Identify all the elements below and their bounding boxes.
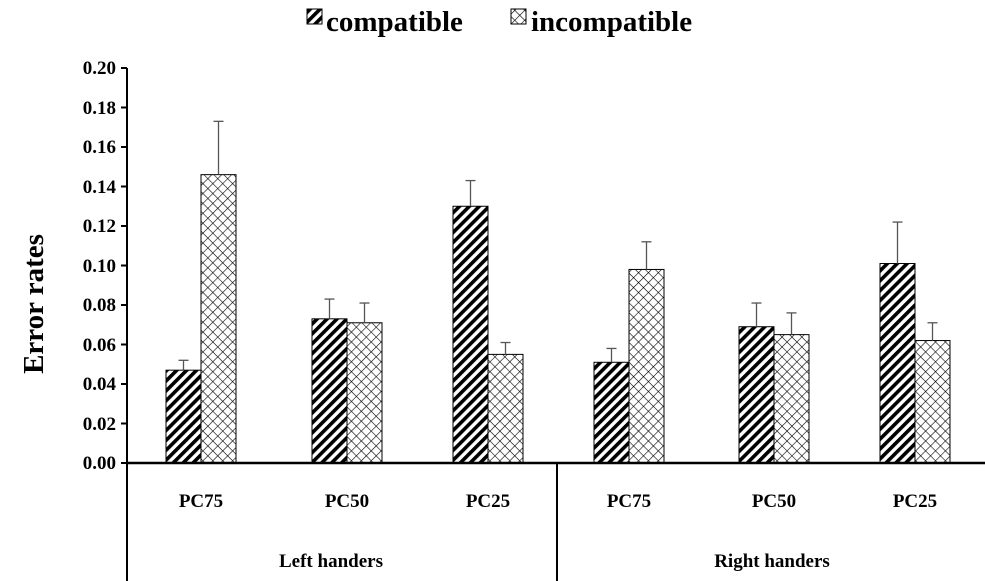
legend-label-incompatible: incompatible	[531, 6, 692, 38]
bar-incompatible-1	[346, 322, 383, 464]
error-bar-incompatible-0	[213, 120, 224, 175]
x-axis-category-labels: PC75 PC50 PC25 PC75 PC50 PC25	[179, 491, 937, 512]
bar-compatible-4	[738, 326, 775, 464]
bar-compatible-0	[165, 369, 202, 464]
error-bars-layer	[178, 120, 938, 371]
error-bar-compatible-0	[178, 359, 189, 371]
bar-incompatible-0	[200, 174, 237, 464]
y-tick-label: 0.14	[83, 177, 117, 198]
y-axis-label: Error rates	[18, 234, 50, 374]
bar-incompatible-4	[773, 334, 810, 464]
bar-incompatible-5	[914, 340, 951, 464]
x-tick-label: PC75	[607, 491, 651, 512]
y-tick-label: 0.12	[83, 216, 116, 237]
bar-compatible-3	[593, 361, 630, 464]
error-bar-incompatible-2	[500, 341, 511, 355]
legend: compatible incompatible	[306, 6, 692, 38]
x-tick-label: PC50	[752, 491, 796, 512]
y-tick-label: 0.20	[83, 58, 116, 79]
bar-compatible-1	[311, 318, 348, 464]
y-tick-label: 0.06	[83, 335, 116, 356]
bar-incompatible-2	[487, 353, 524, 464]
bars-layer	[165, 174, 951, 464]
x-tick-label: PC75	[179, 491, 223, 512]
y-tick-label: 0.10	[83, 256, 116, 277]
y-axis-tick-labels: 0.00 0.02 0.04 0.06 0.08 0.10 0.12 0.14 …	[83, 58, 117, 474]
y-tick-label: 0.18	[83, 98, 116, 119]
bar-incompatible-3	[628, 268, 665, 464]
group-label-left-handers: Left handers	[279, 551, 383, 572]
y-tick-label: 0.16	[83, 137, 116, 158]
error-bar-compatible-4	[751, 302, 762, 327]
x-tick-label: PC25	[466, 491, 510, 512]
group-label-right-handers: Right handers	[714, 551, 830, 572]
legend-swatch-incompatible	[510, 8, 527, 25]
legend-label-compatible: compatible	[326, 6, 463, 38]
error-bar-incompatible-3	[641, 241, 652, 270]
y-tick-label: 0.02	[83, 414, 116, 435]
error-bar-compatible-5	[892, 221, 903, 264]
error-bar-incompatible-4	[786, 312, 797, 335]
y-tick-label: 0.04	[83, 374, 117, 395]
y-tick-label: 0.08	[83, 295, 116, 316]
x-tick-label: PC50	[325, 491, 369, 512]
error-bar-compatible-2	[465, 179, 476, 207]
y-tick-label: 0.00	[83, 453, 116, 474]
bar-compatible-2	[452, 205, 489, 464]
error-bar-incompatible-5	[927, 322, 938, 341]
error-bar-compatible-1	[324, 298, 335, 319]
x-tick-label: PC25	[893, 491, 937, 512]
bar-compatible-5	[879, 263, 916, 464]
legend-swatch-compatible	[306, 8, 323, 25]
error-bar-incompatible-1	[359, 302, 370, 323]
error-bar-compatible-3	[606, 347, 617, 363]
